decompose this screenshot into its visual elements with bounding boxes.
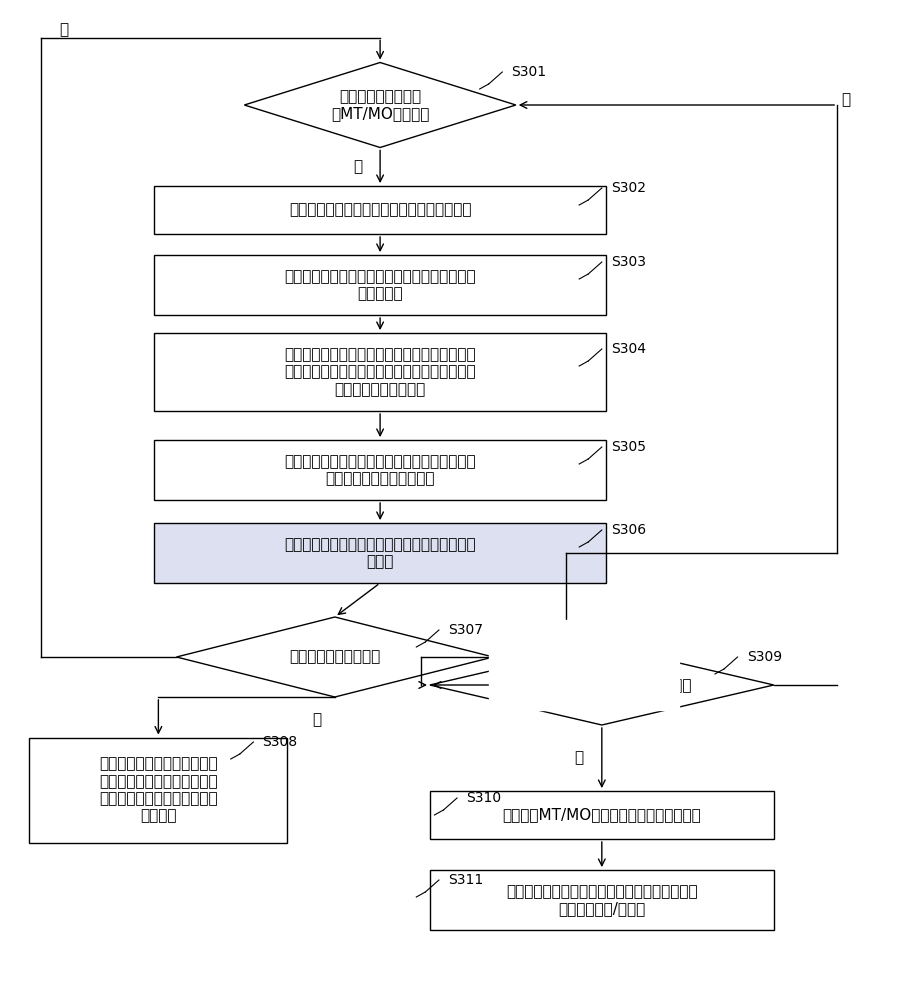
Text: 否: 否 (511, 640, 520, 654)
Bar (154, 255, 606, 315)
Text: 否: 否 (548, 632, 557, 648)
Polygon shape (244, 62, 516, 147)
Text: 将所述异常原因、所述当前的位置信息和日志上
报给网络侧和/或用户: 将所述异常原因、所述当前的位置信息和日志上 报给网络侧和/或用户 (506, 884, 698, 916)
Text: 是: 是 (312, 712, 321, 727)
Polygon shape (489, 620, 679, 710)
Text: S308: S308 (262, 735, 298, 749)
Bar (154, 440, 606, 500)
Text: S303: S303 (611, 255, 646, 269)
Bar (154, 333, 606, 411)
Bar (154, 186, 606, 234)
Text: S305: S305 (611, 440, 646, 454)
Text: 所述调制解调器指示应用处理器处理本次异常: 所述调制解调器指示应用处理器处理本次异常 (289, 202, 472, 218)
Text: 所述应用处理器关闭所述第一协议栈，以及从所
述调制解调器支持的多个协议栈中选择除所述第
一协议栈的第二协议栈: 所述应用处理器关闭所述第一协议栈，以及从所 述调制解调器支持的多个协议栈中选择除… (284, 347, 476, 397)
Text: S301: S301 (511, 65, 547, 79)
Text: 所述应用处理器恢复所述支持
的多个协议栈中的默认协议栈
或同时对所述调制解调器进行
复位操作: 所述应用处理器恢复所述支持 的多个协议栈中的默认协议栈 或同时对所述调制解调器进… (99, 756, 218, 824)
Text: 是: 是 (842, 93, 851, 107)
Text: 是: 是 (353, 159, 362, 174)
Text: S307: S307 (448, 623, 483, 637)
Bar (154, 523, 606, 583)
Text: S306: S306 (611, 523, 646, 537)
Text: S311: S311 (448, 873, 483, 887)
Text: 所述应用处理器开启所述第二协议栈，并使用所
述第二协议栈进行网络注册: 所述应用处理器开启所述第二协议栈，并使用所 述第二协议栈进行网络注册 (284, 454, 476, 486)
Text: S309: S309 (747, 650, 782, 664)
Text: S304: S304 (611, 342, 646, 356)
Text: 调制解调器是否检测
到MT/MO呼叫失败: 调制解调器是否检测 到MT/MO呼叫失败 (331, 89, 429, 121)
Text: 所述应用处理器获取所述调制解调器当前使用的
第一协议栈: 所述应用处理器获取所述调制解调器当前使用的 第一协议栈 (284, 269, 476, 301)
Bar (430, 791, 774, 839)
Polygon shape (176, 617, 493, 697)
Text: S310: S310 (466, 791, 501, 805)
Text: 否: 否 (59, 22, 68, 37)
Text: 否: 否 (575, 750, 584, 766)
Text: S302: S302 (611, 181, 646, 195)
Text: 位置信息是否发生变化: 位置信息是否发生变化 (290, 650, 380, 664)
Bar (29, 738, 288, 842)
Polygon shape (430, 645, 774, 725)
Bar (430, 870, 774, 930)
Text: MT/MO呼叫失败的异常原因是否已上报: MT/MO呼叫失败的异常原因是否已上报 (511, 678, 692, 692)
Text: 获取所述MT/MO呼叫失败的异常原因和日志: 获取所述MT/MO呼叫失败的异常原因和日志 (502, 808, 701, 822)
Text: 若网络注册成功，所述应用处理器记录当前的位
置信息: 若网络注册成功，所述应用处理器记录当前的位 置信息 (284, 537, 476, 569)
